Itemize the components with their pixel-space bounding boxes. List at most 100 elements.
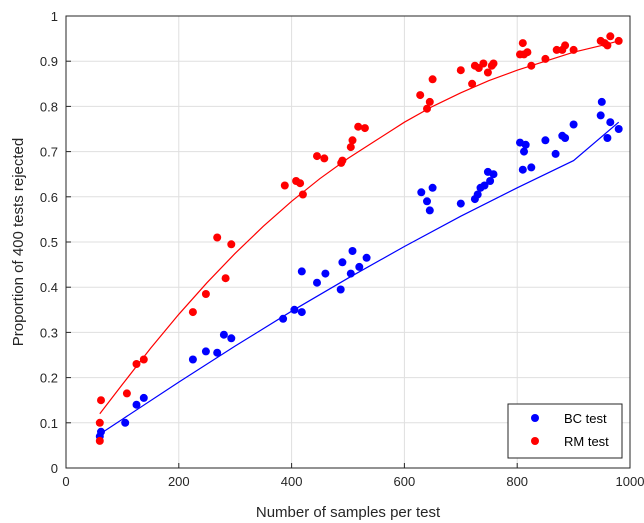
point-rm-test <box>227 240 236 249</box>
point-rm-test <box>489 59 498 68</box>
point-bc-test <box>313 278 321 287</box>
point-bc-test <box>290 305 299 314</box>
point-bc-test <box>219 330 228 339</box>
point-bc-test <box>297 267 306 276</box>
point-bc-test <box>527 163 536 172</box>
point-rm-test <box>614 36 623 45</box>
fit-line-bc-test <box>99 121 620 435</box>
point-bc-test <box>297 308 306 317</box>
point-bc-test <box>551 149 560 158</box>
point-rm-test <box>280 181 289 190</box>
point-bc-test <box>518 165 527 174</box>
y-axis-label: Proportion of 400 tests rejected <box>10 138 27 346</box>
point-bc-test <box>520 147 528 156</box>
point-bc-test <box>614 125 623 133</box>
point-bc-test <box>456 199 465 208</box>
point-bc-test <box>606 118 615 127</box>
x-tick-label: 0 <box>62 474 69 489</box>
point-bc-test <box>336 285 345 294</box>
point-rm-test <box>518 39 527 48</box>
point-bc-test <box>362 253 371 262</box>
point-rm-test <box>346 143 355 152</box>
axis-ticks: 0 200 400 600 800 1000 0 0.1 0.2 0.3 0.4 0.5 0.6 0.7 0… <box>40 9 644 489</box>
point-rm-test <box>97 396 105 405</box>
point-bc-test <box>139 393 148 402</box>
point-rm-test <box>132 360 141 368</box>
y-tick-label: 0.1 <box>40 416 58 431</box>
point-rm-test <box>527 61 536 70</box>
point-bc-test <box>346 269 355 278</box>
point-bc-test <box>97 427 105 436</box>
y-tick-label: 0.7 <box>40 145 58 160</box>
point-bc-test <box>227 334 236 343</box>
point-rm-test <box>468 79 477 88</box>
point-rm-test <box>483 68 492 77</box>
y-tick-label: 1 <box>51 9 58 24</box>
point-rm-test <box>320 154 329 163</box>
point-rm-test <box>552 45 561 54</box>
point-bc-test <box>355 262 364 271</box>
point-rm-test <box>95 418 104 427</box>
point-bc-test <box>201 347 210 356</box>
point-rm-test <box>95 436 104 445</box>
point-rm-test <box>423 104 431 113</box>
x-tick-label: 600 <box>394 474 416 489</box>
point-rm-test <box>360 124 369 133</box>
point-rm-test <box>561 41 570 50</box>
y-tick-label: 0.9 <box>40 54 58 69</box>
point-rm-test <box>296 179 305 188</box>
point-rm-test <box>523 48 532 57</box>
x-tick-label: 400 <box>281 474 303 489</box>
point-rm-test <box>221 274 230 283</box>
point-rm-test <box>428 75 437 84</box>
point-bc-test <box>321 269 330 278</box>
point-rm-test <box>479 59 488 68</box>
legend-label-bc-test: BC test <box>564 411 607 426</box>
x-tick-label: 800 <box>506 474 528 489</box>
y-tick-label: 0.2 <box>40 371 58 386</box>
point-bc-test <box>597 97 606 106</box>
legend: BC test RM test <box>507 403 623 459</box>
x-axis-label: Number of samples per test <box>256 504 441 521</box>
point-rm-test <box>338 156 347 165</box>
point-bc-test <box>603 134 612 142</box>
point-bc-test <box>480 181 489 190</box>
point-rm-test <box>425 97 434 106</box>
legend-marker-bc-test <box>531 414 539 422</box>
x-tick-label: 1000 <box>616 474 644 489</box>
point-bc-test <box>338 258 347 267</box>
point-bc-test <box>521 140 530 149</box>
point-bc-test <box>132 400 141 409</box>
point-bc-test <box>489 170 498 179</box>
data-points <box>95 32 623 445</box>
point-bc-test <box>417 188 426 197</box>
y-tick-label: 0.3 <box>40 325 58 340</box>
point-bc-test <box>428 183 437 192</box>
point-bc-test <box>561 134 570 142</box>
point-rm-test <box>569 45 578 54</box>
point-rm-test <box>298 190 307 199</box>
point-bc-test <box>425 206 434 215</box>
point-rm-test <box>541 54 550 63</box>
point-bc-test <box>121 418 130 427</box>
y-tick-label: 0.4 <box>40 280 58 295</box>
point-bc-test <box>279 314 288 323</box>
point-bc-test <box>213 348 222 357</box>
y-tick-label: 0.6 <box>40 190 58 205</box>
point-rm-test <box>213 233 222 242</box>
y-tick-label: 0.5 <box>40 235 58 250</box>
y-tick-label: 0 <box>51 461 58 476</box>
legend-marker-rm-test <box>531 437 539 445</box>
point-rm-test <box>188 308 197 317</box>
point-rm-test <box>122 389 131 398</box>
legend-label-rm-test: RM test <box>564 434 609 449</box>
point-bc-test <box>486 177 495 185</box>
point-rm-test <box>603 41 612 50</box>
fit-line-rm-test <box>99 40 619 415</box>
point-rm-test <box>201 290 210 298</box>
point-rm-test <box>313 152 321 161</box>
fit-lines <box>99 40 620 435</box>
point-rm-test <box>456 66 465 75</box>
point-rm-test <box>606 32 615 41</box>
